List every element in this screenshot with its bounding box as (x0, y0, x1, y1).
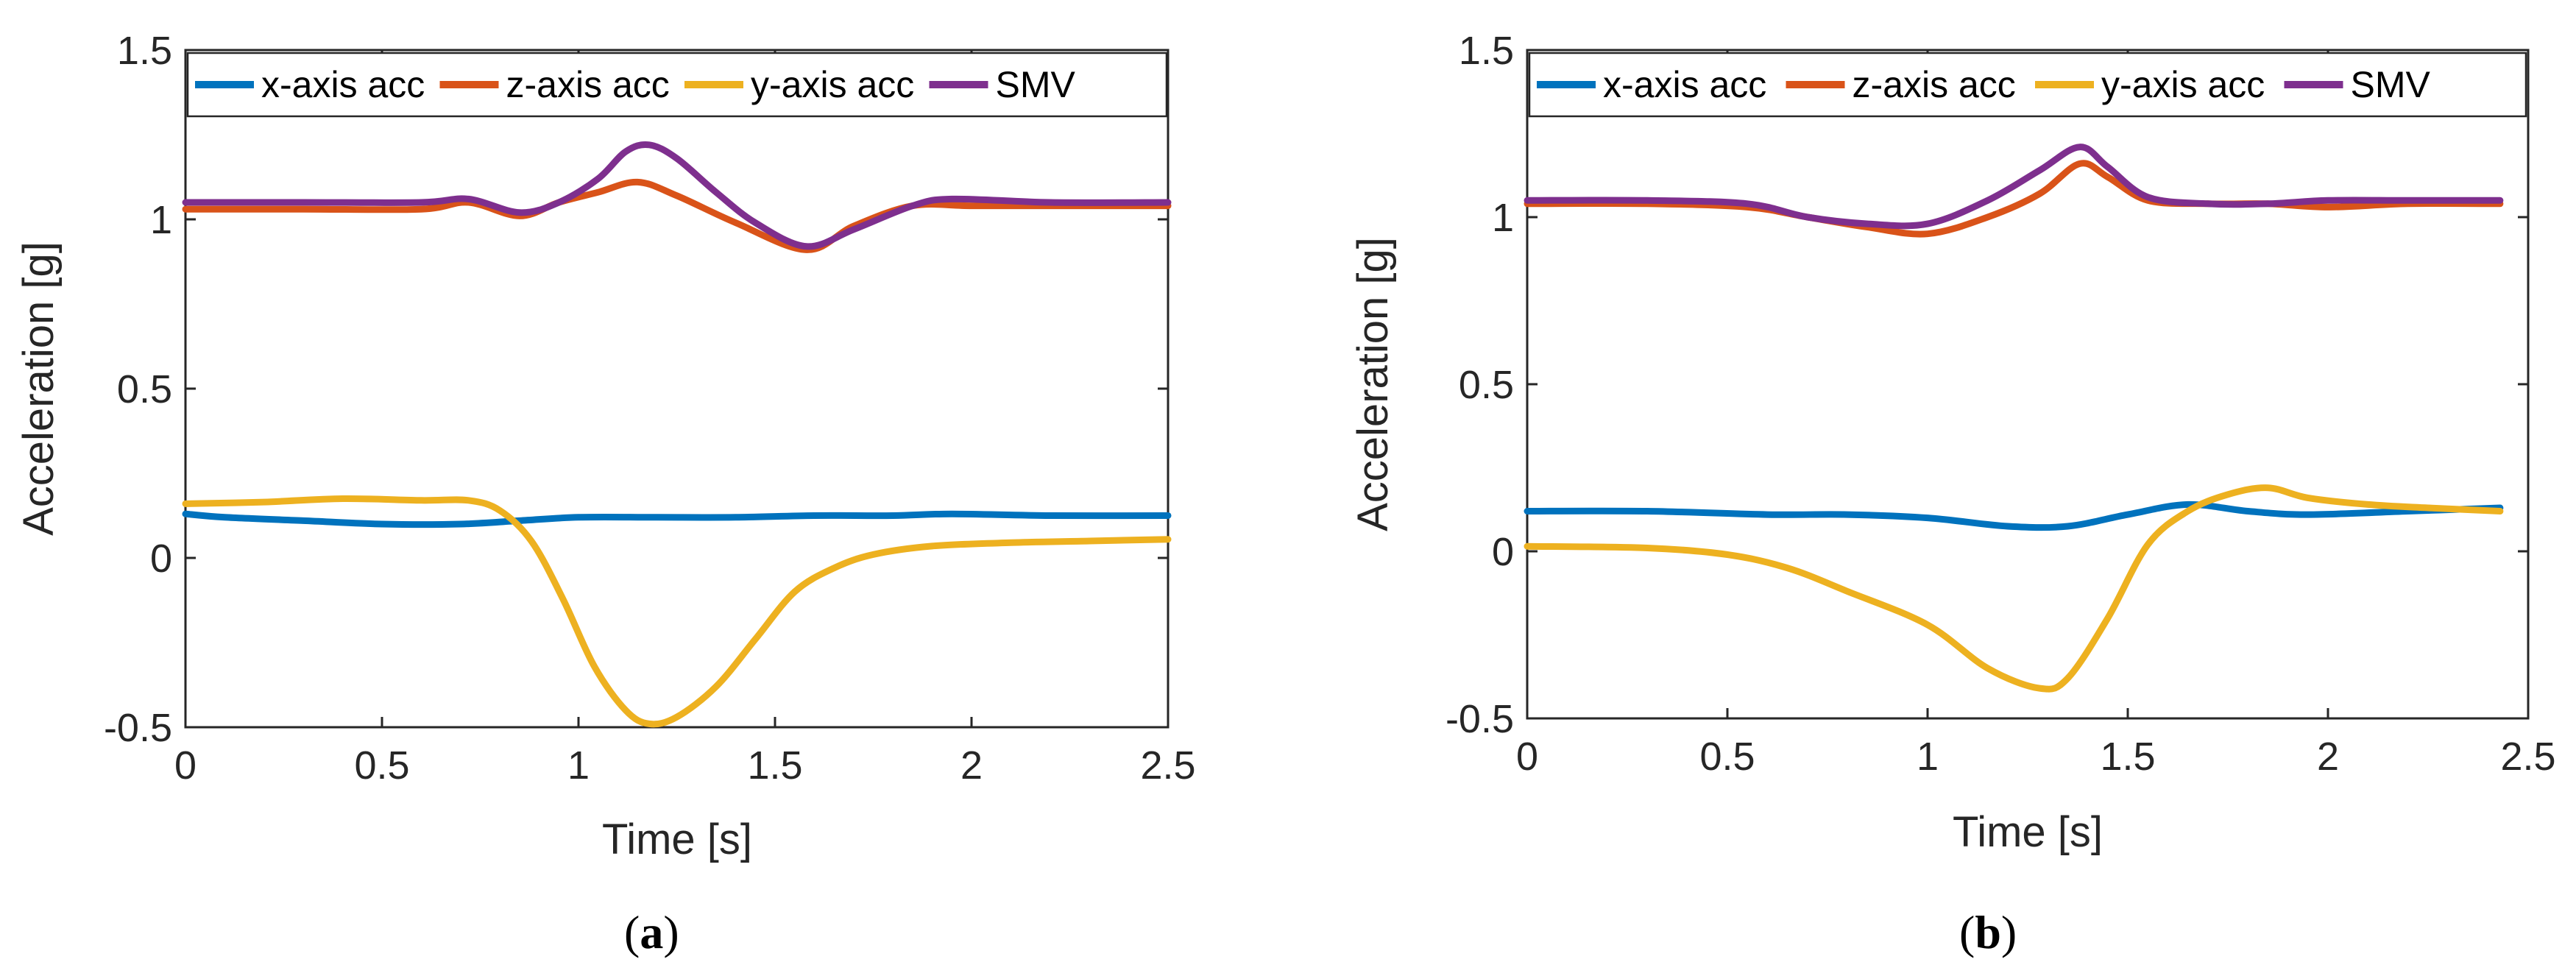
x-tick-label-b-5: 2.5 (2500, 735, 2555, 779)
x-tick-label-a-3: 1.5 (747, 743, 802, 788)
legend-label-smv-a: SMV (996, 64, 1076, 105)
panel-a: 0 0.5 1 1.5 2 2.5-0.500.511.5 x-axis acc z-axi… (15, 29, 1196, 958)
x-tick-label-b-0: 0 (1516, 735, 1538, 779)
x-tick-label-b-2: 1 (1917, 735, 1939, 779)
x-tick-label-a-5: 2.5 (1140, 743, 1195, 788)
x-tick-label-b-3: 1.5 (2100, 735, 2155, 779)
y-axis-label-a: Acceleration [g] (15, 241, 63, 536)
legend-label-y-axis-acc-b: y-axis acc (2101, 64, 2265, 105)
y-tick-label-b-4: 1.5 (1459, 29, 1514, 73)
legend-label-y-axis-acc-a: y-axis acc (751, 64, 914, 105)
panel-label-a: a (640, 906, 663, 958)
x-tick-label-a-2: 1 (567, 743, 590, 788)
legend-b: x-axis acc z-axis acc y-axis acc SMV (1528, 52, 2527, 118)
axes-ticks-b: 0 0.5 1 1.5 2 2.5-0.500.511.5 (1446, 29, 2556, 779)
y-tick-label-b-1: 0 (1492, 530, 1514, 574)
x-axis-label-a: Time [s] (602, 816, 752, 863)
panel-caption-a: (a) (624, 906, 679, 958)
legend-label-x-axis-acc-b: x-axis acc (1603, 64, 1766, 105)
legend-a: x-axis acc z-axis acc y-axis acc SMV (186, 52, 1168, 118)
y-axis-label-b: Acceleration [g] (1349, 237, 1397, 531)
panel-caption-b: (b) (1959, 906, 2017, 958)
plot-area-a (184, 49, 1170, 729)
series-line-y-axis-acc-a (182, 495, 1172, 728)
y-tick-label-b-2: 0.5 (1459, 363, 1514, 407)
series-line-z-axis-acc-a (182, 178, 1172, 253)
y-tick-label-a-1: 0 (150, 537, 172, 581)
x-tick-label-a-0: 0 (174, 743, 197, 788)
series-line-x-axis-acc-b (1524, 501, 2504, 531)
legend-label-z-axis-acc-b: z-axis acc (1853, 64, 2016, 105)
legend-box-a (186, 52, 1168, 118)
series-lines-b (1524, 144, 2504, 693)
series-line-smv-b (1524, 144, 2504, 230)
axes-ticks-a: 0 0.5 1 1.5 2 2.5-0.500.511.5 (104, 29, 1196, 788)
y-tick-label-b-0: -0.5 (1446, 697, 1514, 741)
plot-area-b (1526, 49, 2530, 720)
x-axis-label-b: Time [s] (1953, 808, 2103, 856)
panel-b: 0 0.5 1 1.5 2 2.5-0.500.511.5 x-axis acc z-axi… (1349, 29, 2556, 958)
legend-box-b (1528, 52, 2527, 118)
x-tick-label-a-1: 0.5 (354, 743, 409, 788)
panel-label-b: b (1975, 906, 2001, 958)
y-tick-label-b-3: 1 (1492, 196, 1514, 240)
y-tick-label-a-0: -0.5 (104, 706, 172, 750)
legend-label-z-axis-acc-a: z-axis acc (506, 64, 670, 105)
x-tick-label-b-4: 2 (2317, 735, 2339, 779)
legend-label-smv-b: SMV (2351, 64, 2431, 105)
y-tick-label-a-4: 1.5 (117, 29, 172, 73)
series-line-y-axis-acc-b (1524, 484, 2504, 693)
series-lines-a (182, 141, 1172, 728)
x-tick-label-a-4: 2 (960, 743, 983, 788)
series-line-x-axis-acc-a (182, 510, 1172, 528)
y-tick-label-a-3: 1 (150, 198, 172, 242)
x-tick-label-b-1: 0.5 (1699, 735, 1755, 779)
y-tick-label-a-2: 0.5 (117, 367, 172, 411)
series-line-smv-a (182, 141, 1172, 250)
legend-label-x-axis-acc-a: x-axis acc (261, 64, 425, 105)
